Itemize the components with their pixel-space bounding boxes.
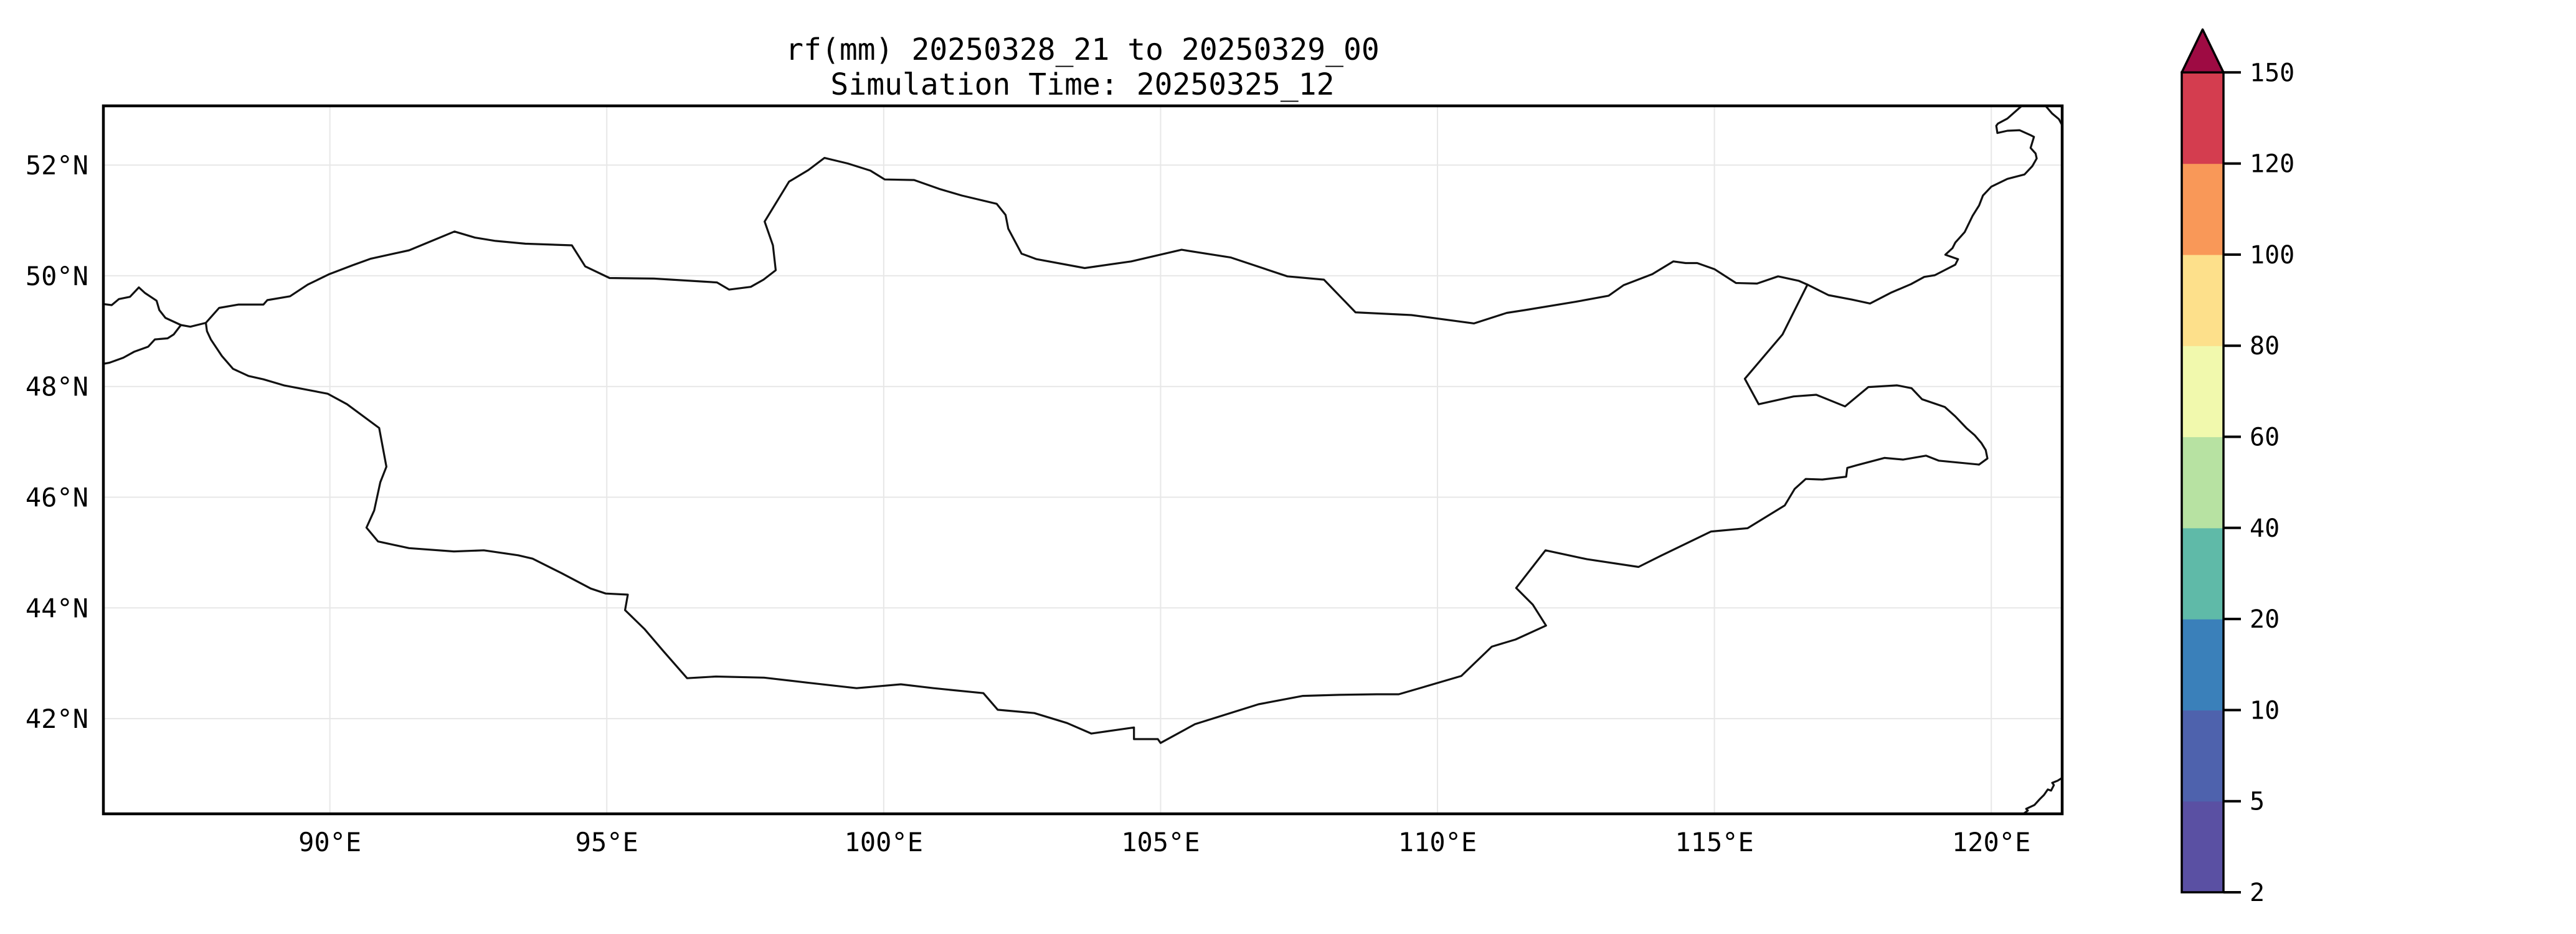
graticule-gridlines: [103, 106, 2062, 814]
colorbar-segment: [2182, 254, 2223, 346]
figure-title-line1: rf(mm) 20250328_21 to 20250329_00: [785, 32, 1380, 67]
longitude-axis-labels: 90°E 95°E 100°E 105°E 110°E 115°E 120°E: [298, 827, 2030, 857]
colorbar-tick-label: 2: [2250, 879, 2265, 907]
lat-tick-label: 50°N: [26, 261, 88, 291]
colorbar-tick-label: 40: [2250, 514, 2280, 543]
border-corner_ne: [2044, 106, 2062, 126]
colorbar-segment: [2182, 436, 2223, 529]
latitude-axis-labels: 52°N 50°N 48°N 46°N 44°N 42°N: [26, 150, 88, 734]
colorbar-segment: [2182, 346, 2223, 438]
colorbar-tick-label: 5: [2250, 788, 2265, 816]
lon-tick-label: 95°E: [575, 827, 638, 857]
lon-tick-label: 115°E: [1675, 827, 1753, 857]
figure-title-line2: Simulation Time: 20250325_12: [830, 67, 1334, 102]
colorbar-segment: [2182, 619, 2223, 710]
colorbar-over-arrow: [2181, 28, 2225, 74]
lon-tick-label: 120°E: [1952, 827, 2030, 857]
colorbar: 2 5 10 20 40 60 80 100 120 150: [2181, 28, 2294, 907]
colorbar-segment: [2182, 72, 2223, 164]
colorbar-segment: [2182, 527, 2223, 620]
lon-tick-label: 90°E: [298, 827, 361, 857]
border-west_tripoint_link: [179, 321, 207, 328]
colorbar-tick-label: 100: [2250, 241, 2294, 270]
map-frame: [102, 104, 2064, 816]
border-kazakh_russia: [103, 286, 182, 326]
lon-tick-label: 110°E: [1398, 827, 1477, 857]
lat-tick-label: 42°N: [26, 704, 88, 734]
colorbar-tick-label: 10: [2250, 696, 2280, 725]
colorbar-tick-label: 20: [2250, 605, 2280, 634]
border-kazakh_china: [103, 324, 182, 365]
border-coast_se: [2022, 776, 2062, 814]
colorbar-segment: [2182, 163, 2223, 255]
border-russia_china_argun: [1806, 106, 2038, 304]
border-mongolia: [204, 157, 1989, 744]
colorbar-tick-label: 60: [2250, 423, 2280, 452]
colorbar-outline: [2181, 71, 2225, 894]
lat-tick-label: 44°N: [26, 593, 88, 623]
colorbar-tick-label: 120: [2250, 150, 2294, 179]
lat-tick-label: 46°N: [26, 483, 88, 513]
country-borders: [103, 106, 2062, 814]
colorbar-segment: [2182, 801, 2223, 893]
lat-tick-label: 52°N: [26, 150, 88, 181]
lon-tick-label: 100°E: [845, 827, 923, 857]
colorbar-tick-label: 80: [2250, 332, 2280, 361]
colorbar-segment: [2182, 710, 2223, 802]
colorbar-tick-label: 150: [2250, 59, 2294, 87]
lat-tick-label: 48°N: [26, 372, 88, 402]
lon-tick-label: 105°E: [1121, 827, 1200, 857]
